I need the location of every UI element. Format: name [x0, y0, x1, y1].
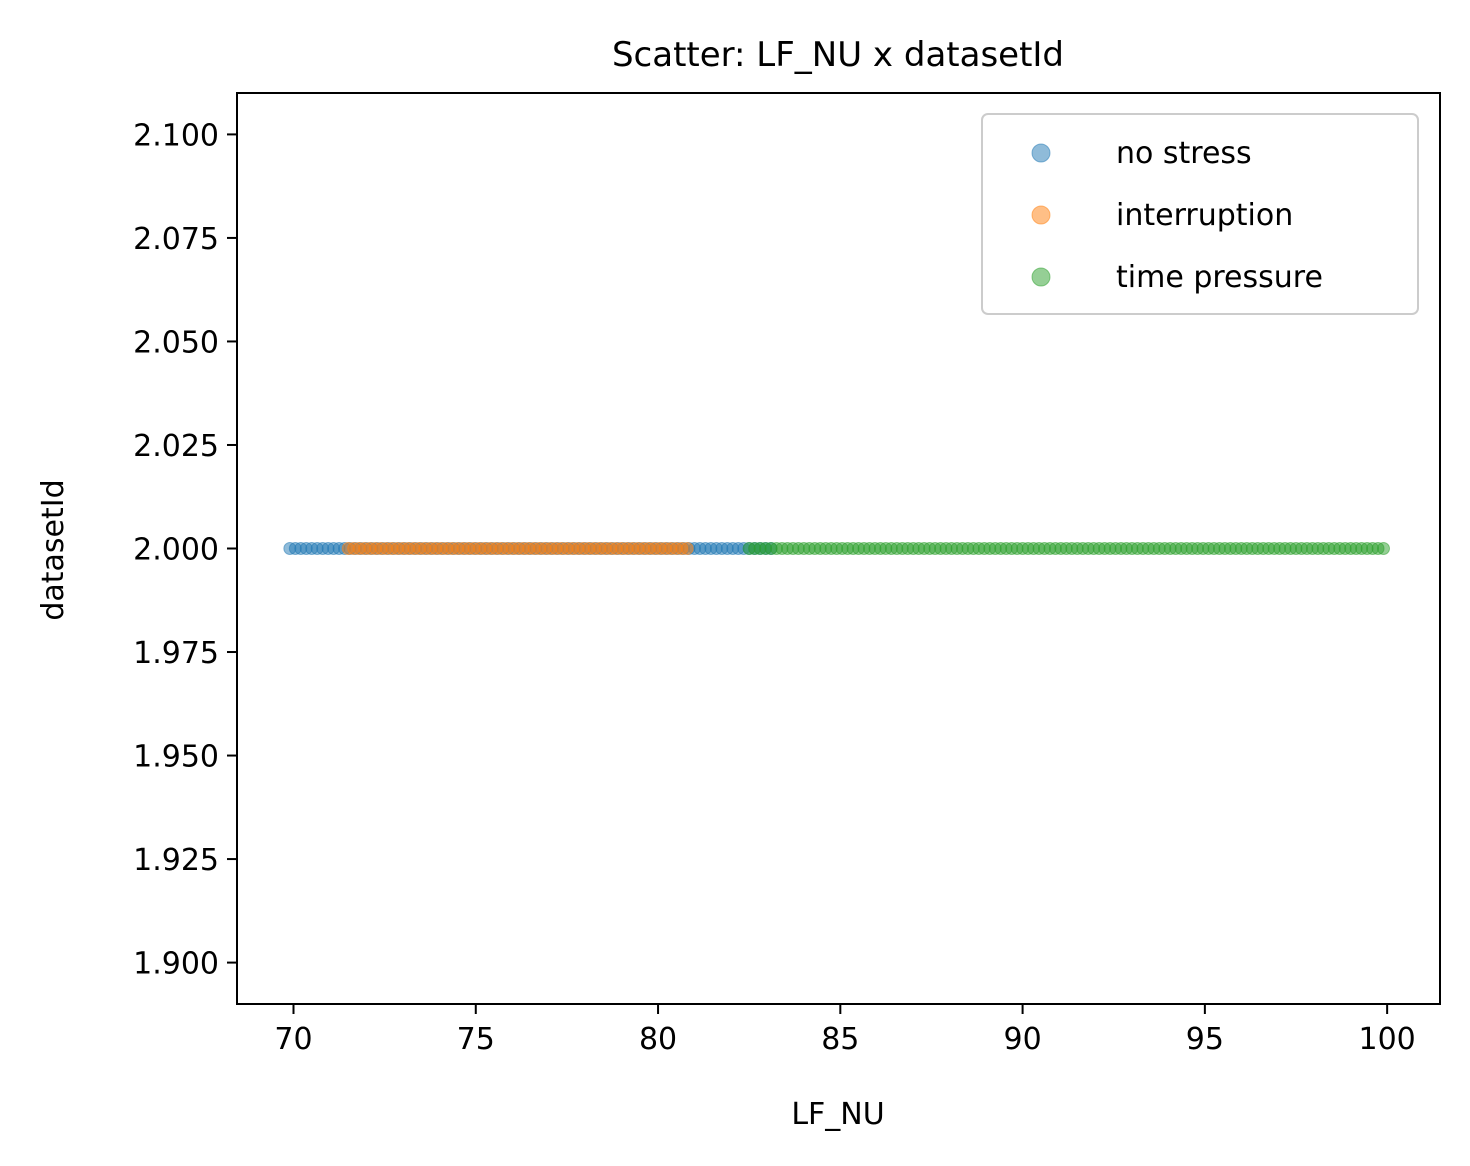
legend-box — [981, 113, 1419, 315]
x-tick-label: 90 — [1004, 1022, 1042, 1057]
legend-label-interruption: interruption — [1116, 198, 1293, 233]
y-tick-label: 1.900 — [133, 947, 219, 982]
x-axis: 70 75 80 85 90 95 100 — [274, 1004, 1416, 1057]
y-tick-label: 2.025 — [133, 429, 219, 464]
x-tick-label: 70 — [274, 1022, 312, 1057]
y-tick-label: 2.100 — [133, 118, 219, 153]
legend-marker-time-pressure — [1031, 267, 1051, 287]
x-tick-label: 75 — [457, 1022, 495, 1057]
y-axis: 1.900 1.925 1.950 1.975 2.000 2.025 2.050 2.075… — [133, 118, 237, 982]
y-tick-label: 2.000 — [133, 533, 219, 568]
y-tick-label: 2.050 — [133, 325, 219, 360]
legend-marker-no-stress — [1031, 143, 1051, 163]
y-tick-label: 2.075 — [133, 222, 219, 257]
y-tick-label: 1.950 — [133, 740, 219, 775]
legend: no stress interruption time pressure — [981, 113, 1419, 315]
point-time-pressure — [1376, 542, 1390, 555]
points-layer — [283, 542, 1390, 555]
legend-marker-interruption — [1031, 205, 1051, 225]
y-tick-label: 1.925 — [133, 843, 219, 878]
x-tick-label: 80 — [639, 1022, 677, 1057]
x-tick-label: 100 — [1359, 1022, 1416, 1057]
legend-label-time-pressure: time pressure — [1116, 260, 1323, 295]
point-interruption — [680, 542, 694, 555]
x-tick-label: 95 — [1186, 1022, 1224, 1057]
chart-title: Scatter: LF_NU x datasetId — [612, 35, 1064, 75]
y-axis-label: datasetId — [36, 479, 71, 620]
y-tick-label: 1.975 — [133, 636, 219, 671]
x-axis-label: LF_NU — [791, 1097, 884, 1132]
x-tick-label: 85 — [821, 1022, 859, 1057]
legend-label-no-stress: no stress — [1116, 136, 1252, 171]
